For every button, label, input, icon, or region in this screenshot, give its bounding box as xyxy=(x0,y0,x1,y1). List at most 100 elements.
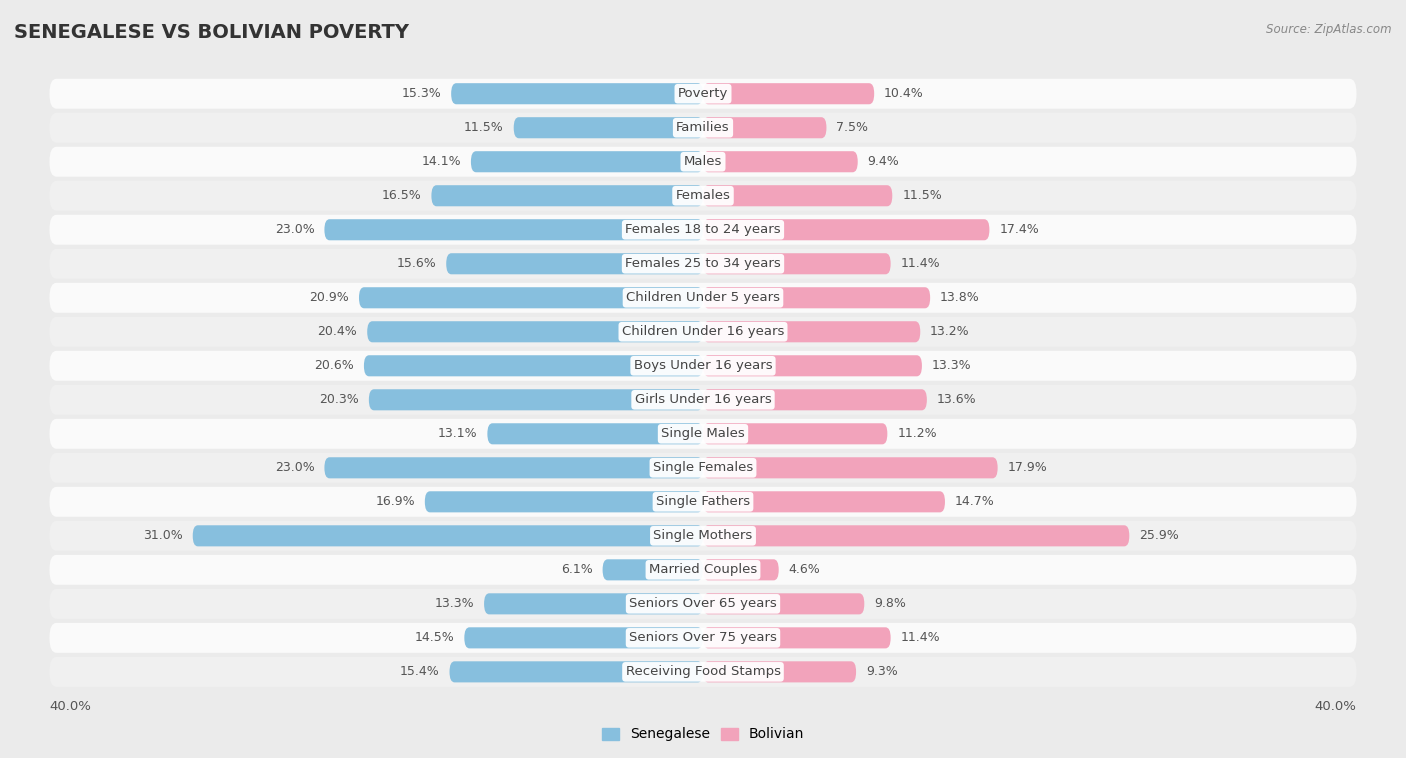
Text: 23.0%: 23.0% xyxy=(274,462,315,475)
FancyBboxPatch shape xyxy=(703,117,827,138)
Text: 13.2%: 13.2% xyxy=(931,325,970,338)
FancyBboxPatch shape xyxy=(325,457,703,478)
Text: 14.5%: 14.5% xyxy=(415,631,454,644)
Text: Families: Families xyxy=(676,121,730,134)
FancyBboxPatch shape xyxy=(603,559,703,581)
Text: Boys Under 16 years: Boys Under 16 years xyxy=(634,359,772,372)
FancyBboxPatch shape xyxy=(49,79,1357,108)
Text: Females 18 to 24 years: Females 18 to 24 years xyxy=(626,224,780,236)
FancyBboxPatch shape xyxy=(432,185,703,206)
FancyBboxPatch shape xyxy=(49,385,1357,415)
FancyBboxPatch shape xyxy=(703,491,945,512)
FancyBboxPatch shape xyxy=(49,317,1357,346)
FancyBboxPatch shape xyxy=(703,423,887,444)
Text: 16.5%: 16.5% xyxy=(382,190,422,202)
Text: 17.4%: 17.4% xyxy=(1000,224,1039,236)
FancyBboxPatch shape xyxy=(49,521,1357,551)
FancyBboxPatch shape xyxy=(49,113,1357,143)
FancyBboxPatch shape xyxy=(703,390,927,410)
FancyBboxPatch shape xyxy=(49,487,1357,517)
FancyBboxPatch shape xyxy=(464,628,703,648)
FancyBboxPatch shape xyxy=(325,219,703,240)
FancyBboxPatch shape xyxy=(49,283,1357,313)
Text: 9.3%: 9.3% xyxy=(866,666,897,678)
Text: 20.3%: 20.3% xyxy=(319,393,359,406)
Text: 11.4%: 11.4% xyxy=(900,257,941,271)
FancyBboxPatch shape xyxy=(703,287,931,309)
FancyBboxPatch shape xyxy=(49,589,1357,619)
FancyBboxPatch shape xyxy=(703,356,922,376)
FancyBboxPatch shape xyxy=(359,287,703,309)
Text: 13.3%: 13.3% xyxy=(434,597,474,610)
FancyBboxPatch shape xyxy=(471,151,703,172)
Text: Receiving Food Stamps: Receiving Food Stamps xyxy=(626,666,780,678)
Text: 13.3%: 13.3% xyxy=(932,359,972,372)
FancyBboxPatch shape xyxy=(488,423,703,444)
FancyBboxPatch shape xyxy=(49,623,1357,653)
Text: 11.5%: 11.5% xyxy=(903,190,942,202)
Text: 40.0%: 40.0% xyxy=(1315,700,1357,713)
Text: 4.6%: 4.6% xyxy=(789,563,820,576)
Text: Seniors Over 75 years: Seniors Over 75 years xyxy=(628,631,778,644)
Text: Single Males: Single Males xyxy=(661,428,745,440)
FancyBboxPatch shape xyxy=(49,181,1357,211)
Text: 16.9%: 16.9% xyxy=(375,495,415,509)
Text: 15.6%: 15.6% xyxy=(396,257,436,271)
FancyBboxPatch shape xyxy=(49,657,1357,687)
Text: Poverty: Poverty xyxy=(678,87,728,100)
Text: 23.0%: 23.0% xyxy=(274,224,315,236)
FancyBboxPatch shape xyxy=(703,525,1129,547)
FancyBboxPatch shape xyxy=(49,419,1357,449)
FancyBboxPatch shape xyxy=(484,594,703,615)
FancyBboxPatch shape xyxy=(703,594,865,615)
FancyBboxPatch shape xyxy=(703,185,893,206)
Text: Females: Females xyxy=(675,190,731,202)
FancyBboxPatch shape xyxy=(425,491,703,512)
FancyBboxPatch shape xyxy=(450,661,703,682)
Text: 10.4%: 10.4% xyxy=(884,87,924,100)
Text: Source: ZipAtlas.com: Source: ZipAtlas.com xyxy=(1267,23,1392,36)
FancyBboxPatch shape xyxy=(703,457,998,478)
Text: 11.5%: 11.5% xyxy=(464,121,503,134)
Text: 15.3%: 15.3% xyxy=(402,87,441,100)
FancyBboxPatch shape xyxy=(446,253,703,274)
Text: 11.2%: 11.2% xyxy=(897,428,936,440)
Text: Males: Males xyxy=(683,155,723,168)
Text: 20.9%: 20.9% xyxy=(309,291,349,304)
Text: 40.0%: 40.0% xyxy=(49,700,91,713)
FancyBboxPatch shape xyxy=(703,253,890,274)
FancyBboxPatch shape xyxy=(513,117,703,138)
Text: Single Females: Single Females xyxy=(652,462,754,475)
Text: 13.1%: 13.1% xyxy=(437,428,478,440)
FancyBboxPatch shape xyxy=(49,453,1357,483)
Text: 6.1%: 6.1% xyxy=(561,563,593,576)
FancyBboxPatch shape xyxy=(703,321,921,343)
FancyBboxPatch shape xyxy=(451,83,703,105)
Text: 7.5%: 7.5% xyxy=(837,121,869,134)
FancyBboxPatch shape xyxy=(49,351,1357,381)
FancyBboxPatch shape xyxy=(364,356,703,376)
Text: Females 25 to 34 years: Females 25 to 34 years xyxy=(626,257,780,271)
FancyBboxPatch shape xyxy=(703,83,875,105)
FancyBboxPatch shape xyxy=(703,661,856,682)
Text: 13.8%: 13.8% xyxy=(941,291,980,304)
Text: Seniors Over 65 years: Seniors Over 65 years xyxy=(628,597,778,610)
FancyBboxPatch shape xyxy=(367,321,703,343)
Text: 9.4%: 9.4% xyxy=(868,155,900,168)
Text: 9.8%: 9.8% xyxy=(875,597,905,610)
FancyBboxPatch shape xyxy=(49,215,1357,245)
Text: 14.7%: 14.7% xyxy=(955,495,994,509)
Text: Single Mothers: Single Mothers xyxy=(654,529,752,542)
Text: Single Fathers: Single Fathers xyxy=(657,495,749,509)
Legend: Senegalese, Bolivian: Senegalese, Bolivian xyxy=(596,722,810,747)
Text: 20.4%: 20.4% xyxy=(318,325,357,338)
Text: Girls Under 16 years: Girls Under 16 years xyxy=(634,393,772,406)
Text: 25.9%: 25.9% xyxy=(1139,529,1180,542)
FancyBboxPatch shape xyxy=(703,628,890,648)
Text: 31.0%: 31.0% xyxy=(143,529,183,542)
Text: Children Under 16 years: Children Under 16 years xyxy=(621,325,785,338)
FancyBboxPatch shape xyxy=(49,249,1357,279)
FancyBboxPatch shape xyxy=(703,219,990,240)
FancyBboxPatch shape xyxy=(193,525,703,547)
Text: Children Under 5 years: Children Under 5 years xyxy=(626,291,780,304)
